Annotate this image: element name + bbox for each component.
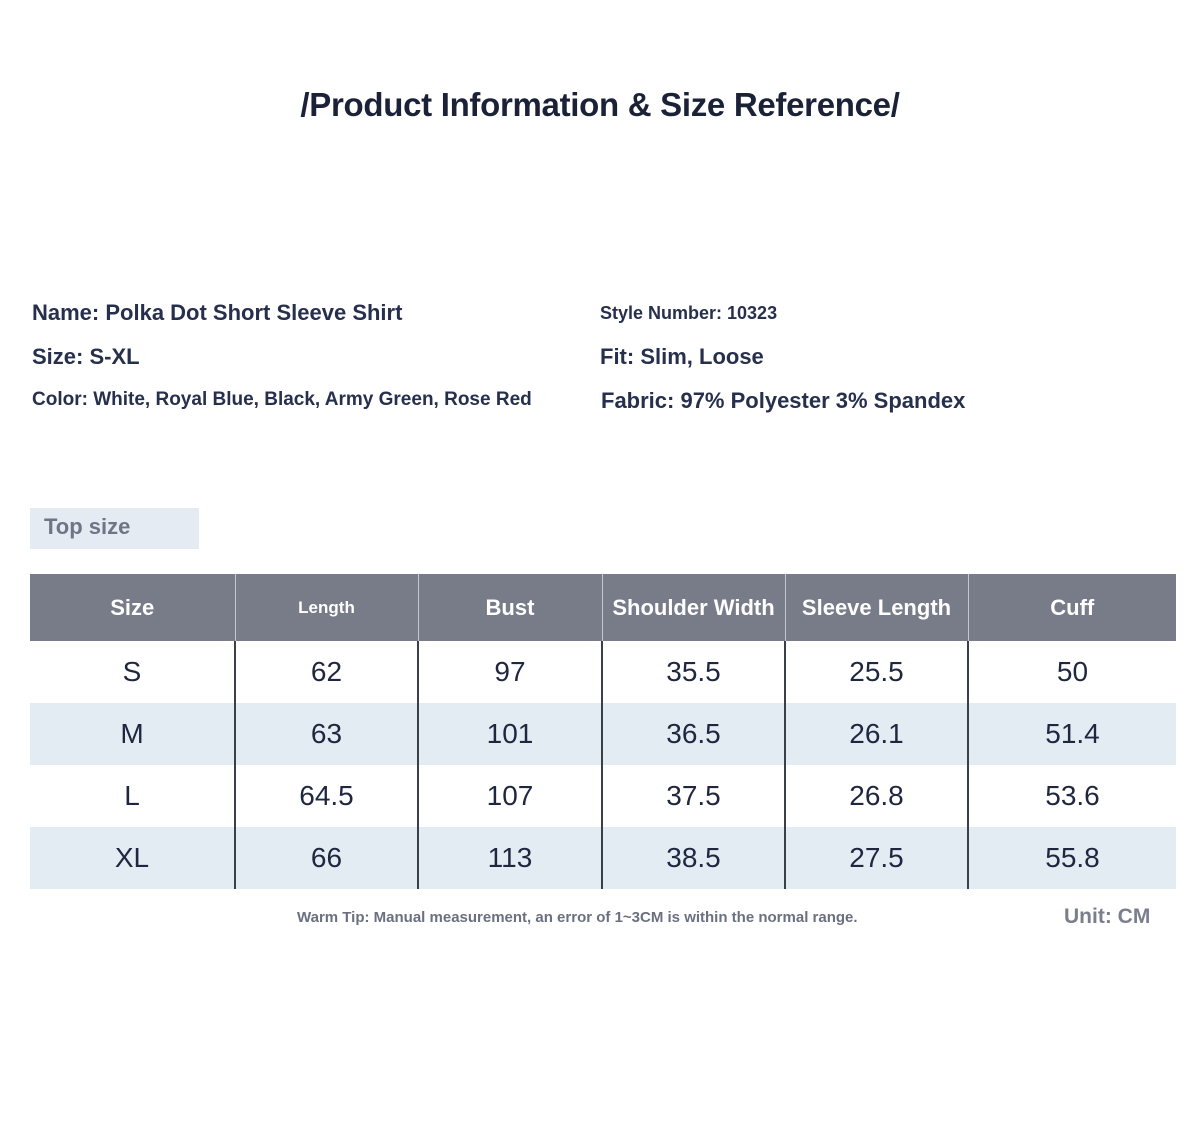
section-label-top-size: Top size xyxy=(30,508,199,549)
cell-cuff: 55.8 xyxy=(967,827,1176,889)
column-header-size: Size xyxy=(30,574,235,641)
column-header-shoulder-width: Shoulder Width xyxy=(601,574,785,641)
cell-length: 66 xyxy=(234,827,418,889)
table-row: L 64.5 107 37.5 26.8 53.6 xyxy=(30,765,1176,827)
product-fabric: Fabric: 97% Polyester 3% Spandex xyxy=(601,388,966,413)
cell-shoulder-width: 35.5 xyxy=(601,641,785,703)
cell-size: XL xyxy=(30,827,235,889)
cell-length: 64.5 xyxy=(234,765,418,827)
cell-size: M xyxy=(30,703,235,765)
size-table: Size Length Bust Shoulder Width Sleeve L… xyxy=(30,574,1176,889)
column-header-sleeve-length: Sleeve Length xyxy=(784,574,968,641)
cell-cuff: 51.4 xyxy=(967,703,1176,765)
cell-shoulder-width: 36.5 xyxy=(601,703,785,765)
cell-cuff: 53.6 xyxy=(967,765,1176,827)
cell-size: S xyxy=(122,656,142,687)
product-style-number: Style Number: 10323 xyxy=(600,303,778,323)
cell-bust: 101 xyxy=(417,703,602,765)
cell-cuff: 50 xyxy=(967,641,1176,703)
table-header-row: Size Length Bust Shoulder Width Sleeve L… xyxy=(30,574,1176,641)
measurement-tip: Warm Tip: Manual measurement, an error o… xyxy=(297,909,858,926)
cell-length: 62 xyxy=(234,641,418,703)
cell-sleeve-length: 26.1 xyxy=(784,703,968,765)
column-header-bust: Bust xyxy=(417,574,602,641)
cell-shoulder-width: 37.5 xyxy=(601,765,785,827)
cell-bust: 107 xyxy=(417,765,602,827)
table-row: XL 66 113 38.5 27.5 55.8 xyxy=(30,827,1176,889)
cell-bust: 97 xyxy=(417,641,602,703)
table-row: M 63 101 36.5 26.1 51.4 xyxy=(30,703,1176,765)
cell-size: L xyxy=(124,780,140,811)
cell-shoulder-width: 38.5 xyxy=(601,827,785,889)
product-fit: Fit: Slim, Loose xyxy=(600,344,764,369)
product-size-range: Size: S-XL xyxy=(32,344,140,369)
cell-sleeve-length: 25.5 xyxy=(784,641,968,703)
page-title: /Product Information & Size Reference/ xyxy=(300,86,900,123)
table-row: S 62 97 35.5 25.5 50 xyxy=(30,641,1176,703)
product-colors: Color: White, Royal Blue, Black, Army Gr… xyxy=(32,389,532,410)
cell-length: 63 xyxy=(234,703,418,765)
unit-label: Unit: CM xyxy=(1064,905,1151,928)
cell-bust: 113 xyxy=(417,827,602,889)
column-header-length: Length xyxy=(234,574,418,641)
column-header-cuff: Cuff xyxy=(967,574,1176,641)
product-name: Name: Polka Dot Short Sleeve Shirt xyxy=(32,300,403,325)
cell-sleeve-length: 27.5 xyxy=(784,827,968,889)
cell-sleeve-length: 26.8 xyxy=(784,765,968,827)
